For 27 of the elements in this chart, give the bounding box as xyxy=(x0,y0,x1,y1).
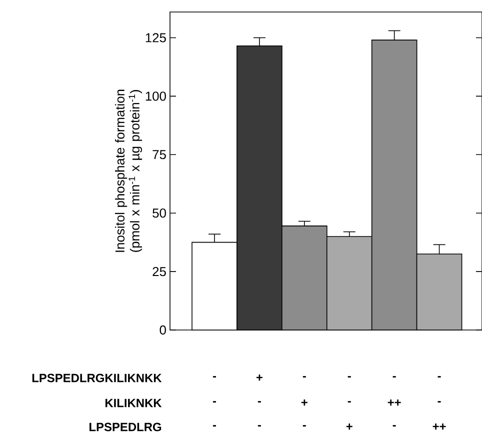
text: ++ xyxy=(388,399,401,406)
text: - xyxy=(212,376,216,378)
y-tick-label: 25 xyxy=(152,266,166,276)
text: - xyxy=(302,425,306,427)
text: - xyxy=(212,401,216,403)
text: - xyxy=(258,401,261,403)
text: + xyxy=(301,399,308,406)
text: LPSPEDLRGKILIKNKK xyxy=(32,374,162,382)
text: - xyxy=(302,376,306,378)
text: + xyxy=(346,423,352,430)
y-tick-label: 75 xyxy=(152,150,166,160)
text: - xyxy=(258,425,261,427)
y-tick-label: 100 xyxy=(146,92,166,101)
text: - xyxy=(348,376,351,378)
y-tick-label: 0 xyxy=(160,325,166,335)
text: + xyxy=(256,374,262,381)
text: - xyxy=(438,376,441,378)
text: - xyxy=(392,425,396,427)
text: KILIKNKK xyxy=(105,398,162,408)
y-tick-label: 125 xyxy=(146,33,166,42)
text: ++ xyxy=(432,423,446,430)
text: - xyxy=(438,401,441,403)
y-tick-label: 50 xyxy=(152,208,166,218)
text: - xyxy=(392,376,396,378)
text: - xyxy=(212,425,216,427)
text: - xyxy=(348,401,351,403)
text: LPSPEDLRG xyxy=(90,422,162,432)
